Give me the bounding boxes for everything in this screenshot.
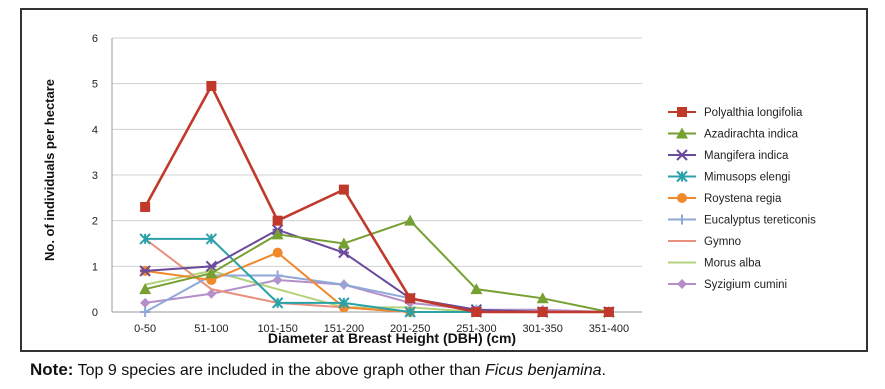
legend-item: Azadirachta indica <box>668 127 799 141</box>
data-point-square <box>338 184 349 195</box>
legend-item: Roystena regia <box>668 193 782 205</box>
data-point-asterisk <box>205 233 218 245</box>
series-lines <box>139 80 615 318</box>
legend-item: Mimusops elengi <box>668 170 790 184</box>
legend-label: Mimusops elengi <box>704 172 790 184</box>
data-point-square <box>537 307 548 317</box>
legend-label: Morus alba <box>704 258 761 270</box>
legend-label: Eucalyptus tereticonis <box>704 215 816 227</box>
y-tick-label: 4 <box>92 124 98 136</box>
series-polyalthia-longifolia <box>140 80 614 317</box>
legend-label: Gymno <box>704 236 741 248</box>
data-point-asterisk <box>404 306 416 318</box>
legend-item: Syzigium cumini <box>668 279 787 291</box>
x-axis-title: Diameter at Breast Height (DBH) (cm) <box>268 330 516 346</box>
legend-label: Polyalthia longifolia <box>704 107 803 119</box>
legend-item: Eucalyptus tereticonis <box>668 214 816 227</box>
x-tick-label: 0-50 <box>134 323 156 335</box>
y-tick-label: 1 <box>92 261 98 273</box>
data-point-square <box>471 307 482 317</box>
data-point-square <box>677 107 687 117</box>
x-tick-label: 251-300 <box>456 323 496 335</box>
legend-item: Morus alba <box>668 258 761 270</box>
data-point-diamond <box>206 288 217 299</box>
x-tick-label: 151-200 <box>324 323 364 335</box>
data-point-triangle <box>404 214 417 226</box>
note-label: Note: <box>30 360 74 379</box>
x-tick-label: 201-250 <box>390 323 430 335</box>
legend-item: Mangifera indica <box>668 149 789 162</box>
x-tick-label: 351-400 <box>589 323 629 335</box>
y-tick-label: 2 <box>92 216 98 228</box>
y-tick-label: 3 <box>92 170 98 182</box>
data-point-asterisk <box>271 297 284 309</box>
data-point-triangle <box>139 283 152 295</box>
data-point-asterisk <box>338 297 350 309</box>
data-point-asterisk <box>676 170 688 183</box>
data-point-xbar <box>139 265 151 277</box>
legend-label: Syzigium cumini <box>704 279 787 291</box>
series-line <box>143 83 609 314</box>
series-line <box>144 219 610 313</box>
data-point-plus <box>338 279 349 290</box>
gridlines <box>112 37 642 267</box>
legend-item: Gymno <box>668 236 741 248</box>
data-point-xbar <box>676 149 688 161</box>
legend-label: Roystena regia <box>704 193 782 205</box>
data-point-triangle <box>271 228 284 240</box>
legend-label: Azadirachta indica <box>704 129 799 141</box>
note-end: . <box>601 362 606 379</box>
data-point-triangle <box>205 267 218 279</box>
data-point-xbar <box>338 246 350 259</box>
note-text: Top 9 species are included in the above … <box>73 362 485 379</box>
line-chart: 0 1 2 3 4 5 6 0-50 51-100 101-150 151-200 201-250 25… <box>42 33 816 346</box>
x-tick-label: 51-100 <box>194 323 228 335</box>
data-point-square <box>140 201 151 212</box>
data-point-plus <box>140 307 151 317</box>
data-point-asterisk <box>139 233 151 245</box>
data-point-xbar <box>205 260 218 273</box>
data-point-diamond <box>677 279 687 289</box>
data-point-triangle <box>470 283 483 295</box>
data-point-square <box>272 215 283 226</box>
footnote: Note: Top 9 species are included in the … <box>30 360 606 380</box>
x-tick-label: 301-350 <box>522 323 562 335</box>
y-tick-label: 5 <box>92 79 98 91</box>
note-species: Ficus benjamina <box>485 362 602 379</box>
legend: Polyalthia longifolia Azadirachta indica M… <box>668 107 816 291</box>
y-axis-title: No. of individuals per hectare <box>42 79 57 261</box>
x-tick-label: 101-150 <box>257 323 297 335</box>
legend-label: Mangifera indica <box>704 150 789 162</box>
data-point-square <box>405 293 416 304</box>
data-point-plus <box>677 214 687 225</box>
data-point-circle <box>272 247 283 258</box>
data-point-triangle <box>337 237 350 249</box>
chart-frame: 0 1 2 3 4 5 6 0-50 51-100 101-150 151-200 201-250 25… <box>20 8 868 352</box>
axes: 0 1 2 3 4 5 6 0-50 51-100 101-150 151-200 201-250 25… <box>92 33 642 335</box>
y-tick-label: 0 <box>92 307 98 319</box>
data-point-diamond <box>140 297 151 308</box>
data-point-square <box>603 307 614 317</box>
data-point-triangle <box>676 127 688 139</box>
legend-item: Polyalthia longifolia <box>668 107 803 119</box>
y-tick-label: 6 <box>92 33 98 45</box>
data-point-plus <box>272 270 283 281</box>
data-point-square <box>206 80 217 91</box>
data-point-triangle <box>536 292 549 304</box>
data-point-circle <box>677 193 687 203</box>
